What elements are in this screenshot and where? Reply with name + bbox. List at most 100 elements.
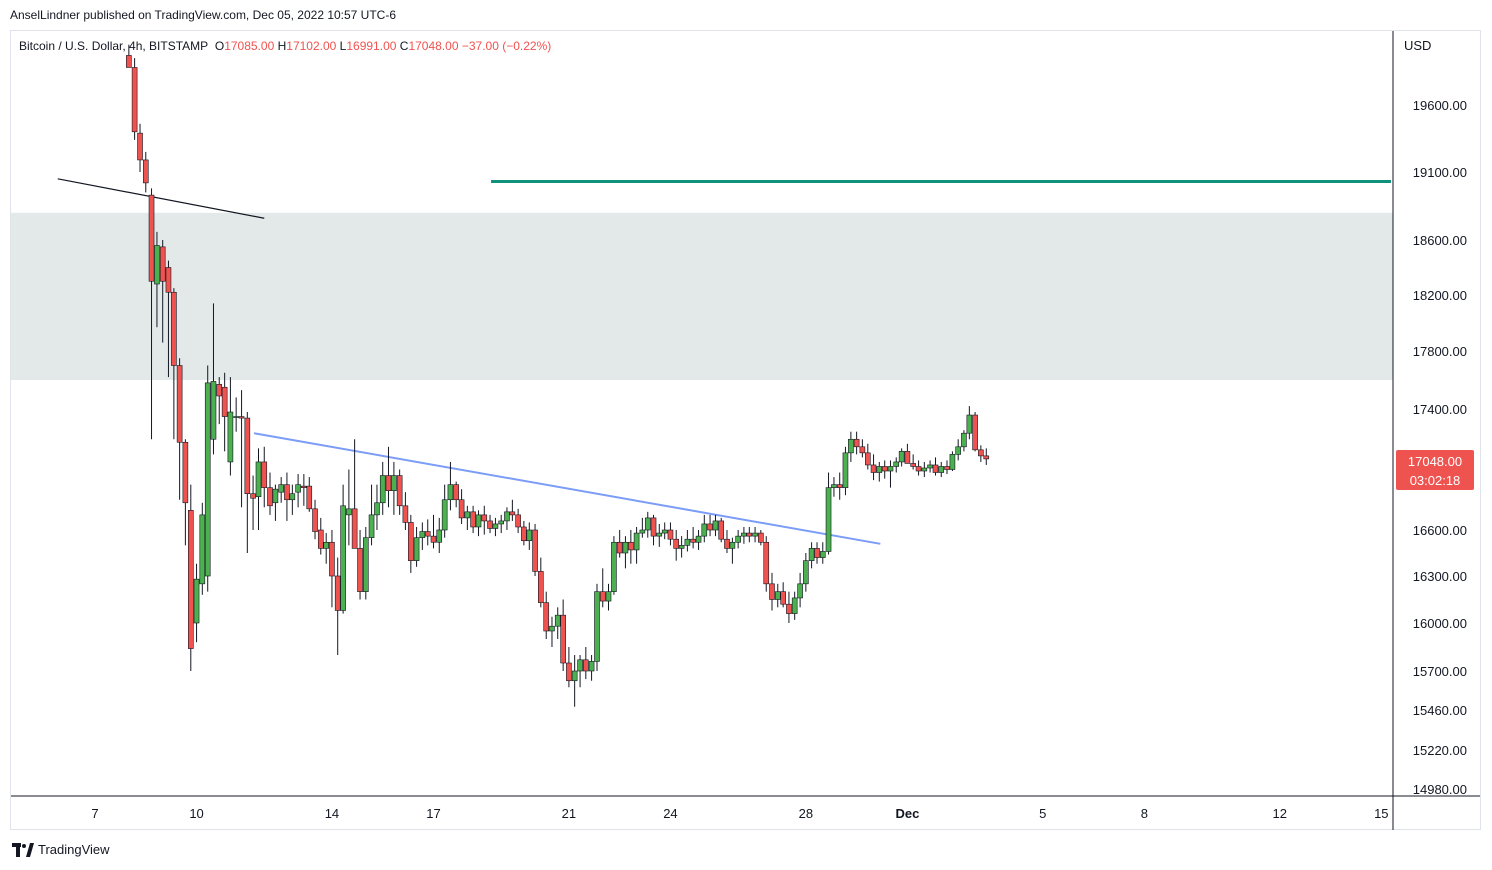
black-trend-line [57,178,265,219]
candle-body [955,446,961,455]
candle-body [408,522,414,561]
candle-body [329,541,335,577]
tradingview-brand[interactable]: TradingView [12,842,110,857]
candle-body [346,508,352,516]
candle-body [436,529,443,543]
candle-body [312,508,318,532]
candle [453,481,459,508]
candle [233,397,239,432]
candle-body [396,475,403,507]
candle [521,520,527,546]
time-tick-label: 14 [325,806,339,821]
candle [142,151,149,193]
candle-body [915,466,922,472]
time-tick-label: 10 [189,806,203,821]
candle [250,475,256,530]
candle-body [521,526,527,542]
candle [859,439,866,458]
candle-body [487,520,493,529]
candle [848,431,854,462]
candle-body [724,538,730,549]
time-tick-label: 17 [426,806,440,821]
candle [244,412,251,553]
candle-body [424,531,431,537]
candle-body [458,499,465,519]
candle [690,526,696,549]
candle [577,655,583,688]
candle [566,647,572,688]
candle-body [803,560,809,585]
tradingview-logo-icon [12,842,34,857]
candle [622,536,629,569]
candle-body [690,538,696,543]
candle [284,472,290,521]
candle [441,484,448,538]
candle [904,443,911,464]
candle [695,530,702,550]
candle-body [814,548,820,558]
candle [402,492,409,530]
candle [470,505,476,534]
candle [368,484,375,546]
candle [396,469,403,515]
candle-body [594,591,600,662]
price-tick-label: 15700.00 [1413,664,1467,679]
candle [154,231,160,328]
candle-body [966,414,973,434]
candle-body [978,449,984,457]
candle [842,446,849,496]
candle-body [825,487,832,552]
candle-body [599,591,606,602]
candle-body [611,541,617,592]
candle-body [210,381,217,440]
candle-body [661,529,668,534]
candle [673,530,680,561]
candle [210,303,217,455]
low-value: 16991.00 [346,39,397,53]
candle [526,522,533,550]
candle-body [284,484,290,501]
time-tick-label: 15 [1374,806,1388,821]
candle-body [549,625,555,632]
candle [357,530,363,600]
candle [718,517,725,543]
candle [616,530,623,558]
candle-body [464,511,471,519]
candle [780,582,786,608]
candle [346,469,352,546]
candle-body [453,484,459,501]
candle [639,517,646,538]
candle-body [887,466,894,472]
last-price-value: 17048.00 [1407,454,1463,469]
candle [921,461,928,478]
candle-body [842,452,849,488]
candle-body [357,548,363,592]
candle [864,443,871,470]
candle [165,260,172,378]
candle-body [272,488,279,504]
time-tick-label: 5 [1039,806,1046,821]
candle-body [763,541,770,585]
candle [126,44,132,68]
candle [504,507,510,530]
candle-body [729,541,736,549]
candle-body [159,246,166,282]
candle [870,454,877,481]
candle [159,240,166,343]
candle-body [673,538,680,549]
candle [379,461,386,515]
candle [272,484,279,521]
candle [819,542,826,564]
price-tick-label: 14980.00 [1413,782,1467,797]
candle-body [204,382,211,577]
candle [644,511,651,538]
chart-frame [10,30,1481,830]
candle-body [475,514,482,528]
currency-label[interactable]: USD [1404,38,1432,53]
candle [701,514,708,543]
candle-body [938,466,945,473]
candle-body [961,432,967,448]
candle-body [859,446,866,454]
candle-body [368,514,375,538]
